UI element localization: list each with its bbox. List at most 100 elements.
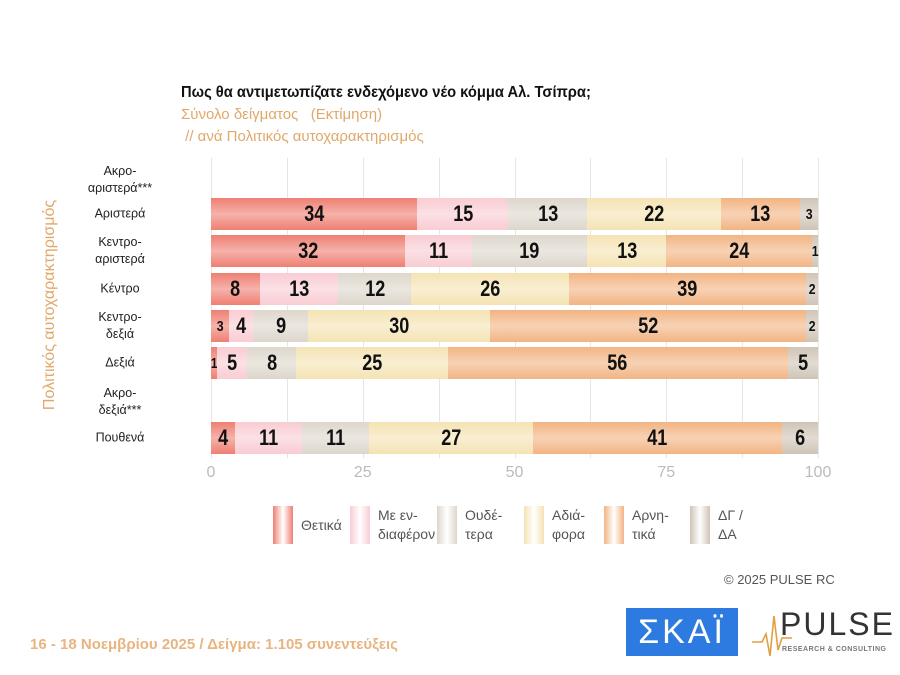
bar-segment: 3 [799, 198, 818, 230]
data-label: 2 [808, 280, 816, 298]
bar-segment: 12 [338, 273, 412, 305]
bar-segment: 26 [411, 273, 570, 305]
legend-item: Αρνη- τικά [604, 506, 669, 544]
data-label: 19 [519, 238, 540, 263]
bar-segment: 39 [569, 273, 806, 305]
bar-segment: 8 [247, 347, 296, 379]
x-tick-label: 25 [353, 464, 372, 481]
data-label: 13 [288, 276, 310, 301]
bar-segment: 8 [211, 273, 260, 305]
pulse-logo-text: PULSE [780, 606, 895, 642]
category-label: Ακρο- δεξιά*** [98, 386, 142, 417]
grid-line [362, 158, 364, 458]
bar-segment: 2 [805, 310, 818, 342]
chart-subtitle-2: // ανά Πολιτικός αυτοχαρακτηρισμός [181, 128, 424, 145]
copyright: © 2025 PULSE RC [724, 572, 835, 587]
grid-line [286, 158, 288, 458]
bar-segment: 3 [211, 310, 230, 342]
chart-title: Πως θα αντιμετωπίζατε ενδεχόμενο νέο κόμ… [181, 84, 591, 101]
grid-line [742, 158, 744, 458]
pulse-logo: PULSE RESEARCH & CONSULTING [752, 606, 893, 658]
legend-item: Θετικά [273, 506, 342, 544]
category-label: Αριστερά [94, 206, 146, 221]
y-axis-label: Πολιτικός αυτοχαρακτηρισμός [41, 199, 58, 411]
legend-swatch [273, 506, 293, 544]
bar-segment: 13 [508, 198, 588, 230]
data-label: 13 [750, 201, 771, 226]
data-label: 13 [616, 238, 637, 263]
data-label: 4 [236, 313, 247, 338]
category-label: Κέντρο [100, 281, 140, 296]
bar-segment: 13 [259, 273, 339, 305]
data-label: 12 [364, 276, 385, 301]
bar-segment: 5 [217, 347, 248, 379]
data-label: 34 [304, 201, 325, 226]
data-label: 8 [230, 276, 241, 301]
legend-label: Θετικά [301, 516, 342, 533]
legend-item: Ουδέ- τερα [437, 506, 502, 544]
data-label: 41 [647, 425, 668, 450]
data-label: 9 [275, 313, 286, 338]
bar-segment: 15 [417, 198, 509, 230]
bar-segment: 24 [666, 235, 812, 267]
bar-segment: 9 [253, 310, 309, 342]
grid-line [211, 158, 212, 458]
data-label: 27 [440, 425, 461, 450]
legend-swatch [524, 506, 544, 544]
data-label: 3 [216, 317, 224, 335]
legend-label: Αδιά- φορα [552, 507, 585, 542]
bar-segment: 19 [472, 235, 588, 267]
bar-segment: 5 [787, 347, 818, 379]
data-label: 24 [729, 238, 750, 263]
bar-segment: 1 [812, 235, 818, 267]
legend-item: ΔΓ / ΔΑ [690, 506, 743, 544]
grid-line [666, 158, 668, 458]
bar-segment: 6 [781, 422, 818, 454]
data-label: 39 [677, 276, 698, 301]
bar-segment: 56 [447, 347, 788, 379]
bar-segment: 11 [302, 422, 369, 454]
data-label: 6 [794, 425, 805, 450]
data-label: 1 [811, 242, 819, 260]
skai-logo: ΣΚΑΪ [626, 608, 738, 656]
x-tick-label: 50 [505, 464, 524, 481]
data-label: 26 [480, 276, 501, 301]
bar-segment: 11 [235, 422, 303, 454]
data-label: 3 [805, 205, 813, 223]
bar-segment: 4 [211, 422, 236, 454]
grid-line [438, 158, 440, 458]
legend-swatch [350, 506, 370, 544]
category-label: Ακρο- αριστερά*** [87, 164, 153, 195]
data-label: 15 [452, 201, 473, 226]
bar-segment: 13 [720, 198, 800, 230]
data-label: 11 [325, 425, 345, 450]
legend-swatch [604, 506, 624, 544]
legend-swatch [690, 506, 710, 544]
skai-logo-text: ΣΚΑΪ [638, 612, 726, 651]
data-label: 5 [227, 350, 238, 375]
data-label: 4 [218, 425, 229, 450]
x-tick-label: 75 [657, 464, 676, 481]
data-label: 8 [266, 350, 277, 375]
x-tick-label: 100 [804, 464, 832, 481]
x-tick-label: 0 [206, 464, 216, 481]
legend-label: Αρνη- τικά [632, 507, 669, 542]
bar-segment: 52 [490, 310, 806, 342]
data-label: 25 [361, 350, 382, 375]
grid-line [514, 158, 516, 458]
grid-line [818, 158, 819, 458]
data-label: 32 [298, 238, 319, 263]
bar-segment: 27 [368, 422, 533, 454]
grid-line [590, 158, 592, 458]
data-label: 30 [389, 313, 410, 338]
bar-segment: 13 [587, 235, 667, 267]
category-label: Πουθενά [95, 430, 145, 445]
legend-item: Αδιά- φορα [524, 506, 585, 544]
data-label: 2 [808, 317, 816, 335]
bar-segment: 30 [308, 310, 491, 342]
data-label: 1 [210, 354, 218, 372]
chart-subtitle: Σύνολο δείγματος (Εκτίμηση) [181, 106, 383, 123]
legend-label: ΔΓ / ΔΑ [718, 507, 743, 542]
data-label: 56 [607, 350, 628, 375]
pulse-logo-subtext: RESEARCH & CONSULTING [782, 646, 887, 653]
